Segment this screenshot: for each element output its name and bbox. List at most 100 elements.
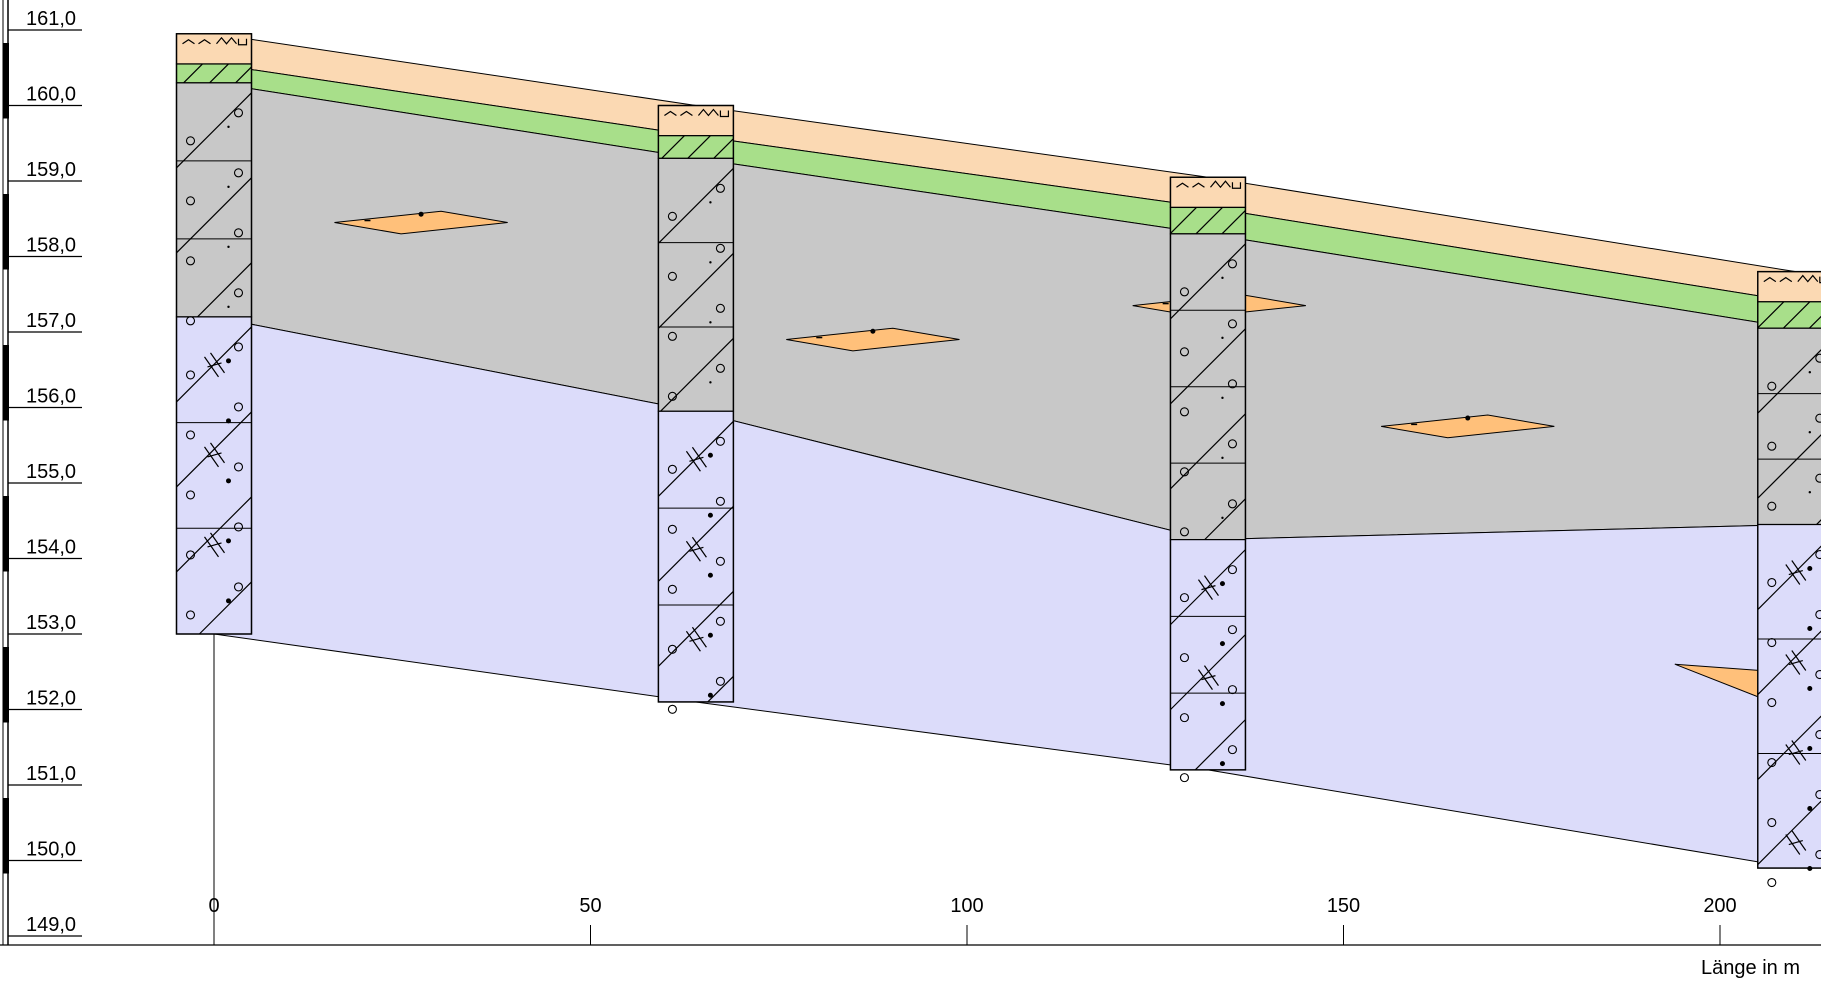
grain-dot xyxy=(707,692,713,698)
grain-circle xyxy=(233,342,244,352)
ruler-block xyxy=(3,496,9,572)
topsoil-symbol xyxy=(1176,180,1242,189)
length-axis-title: Länge in m xyxy=(1701,957,1800,979)
grain-circle xyxy=(1179,713,1190,723)
grain-circle xyxy=(667,644,677,654)
hatch-line xyxy=(1757,800,1821,865)
grain-circle xyxy=(1179,287,1190,297)
grain-dot xyxy=(227,125,230,129)
grain-circle xyxy=(233,168,244,178)
topsoil-symbol xyxy=(182,36,248,46)
grain-circle xyxy=(1767,501,1777,511)
rock-symbol xyxy=(685,536,707,562)
hatch-line xyxy=(1170,413,1246,490)
grain-circle xyxy=(185,490,196,500)
ruler-block xyxy=(3,798,9,874)
rock-symbol xyxy=(1785,650,1807,675)
grain-dot xyxy=(1221,336,1224,340)
rock-symbol xyxy=(1785,740,1807,765)
length-axis: 0 50 100 150 200 Länge in m xyxy=(0,634,1821,979)
borehole-segment xyxy=(657,104,735,137)
borehole-column xyxy=(1757,270,1821,888)
hatch-line xyxy=(1170,243,1246,320)
rock-symbol xyxy=(204,442,225,468)
hatch-line xyxy=(1782,301,1811,329)
lens-dot xyxy=(1465,415,1471,421)
hatch-line xyxy=(707,675,734,703)
rock-symbol xyxy=(1785,830,1807,855)
grain-circle xyxy=(1815,353,1821,363)
grain-circle xyxy=(667,524,677,534)
grain-dot xyxy=(709,261,712,264)
grain-circle xyxy=(715,676,725,686)
grain-dot xyxy=(226,478,231,484)
grain-circle xyxy=(233,402,244,412)
grain-circle xyxy=(1227,439,1238,449)
grain-dot xyxy=(1219,641,1225,647)
grain-circle xyxy=(233,108,244,118)
sand-lens xyxy=(786,327,960,352)
elevation-label: 159,0 xyxy=(26,159,76,181)
borehole-segment xyxy=(1169,206,1247,235)
grain-circle xyxy=(715,436,725,446)
topsoil-symbol xyxy=(664,108,730,118)
hatch-line xyxy=(687,135,711,159)
grain-dot xyxy=(709,201,712,204)
elevation-label: 155,0 xyxy=(26,461,76,483)
borehole-column xyxy=(657,104,735,714)
grain-circle xyxy=(233,582,244,592)
grain-circle xyxy=(1767,817,1777,828)
grain-circle xyxy=(715,556,725,566)
hatch-line xyxy=(1170,549,1246,626)
grain-circle xyxy=(233,522,244,532)
hatch-line xyxy=(235,66,252,84)
hatch-line xyxy=(183,63,203,84)
grain-dot xyxy=(1221,276,1224,280)
ruler-block xyxy=(3,345,9,421)
borehole-segment xyxy=(1757,301,1821,329)
hatch-line xyxy=(176,326,252,403)
rock-symbol xyxy=(685,446,707,472)
grain-circle xyxy=(185,430,196,440)
borehole-segment xyxy=(1757,271,1821,303)
hatch-line xyxy=(1757,434,1821,499)
grain-circle xyxy=(233,228,244,238)
borehole-column xyxy=(175,33,253,635)
grain-circle xyxy=(1227,499,1238,509)
grain-dot xyxy=(709,321,712,324)
elevation-axis: 161,0 160,0 159,0 158,0 157,0 156,0 155,… xyxy=(2,0,82,945)
grain-dot xyxy=(1807,566,1813,572)
length-label: 0 xyxy=(208,895,219,917)
hatch-line xyxy=(1757,545,1821,610)
grain-dot xyxy=(1808,431,1812,434)
grain-dot xyxy=(1221,516,1224,520)
borehole-segment xyxy=(175,33,253,65)
grain-dot xyxy=(1807,746,1813,752)
borehole-outline xyxy=(657,104,735,703)
hatch-line xyxy=(657,167,734,244)
grain-dot xyxy=(707,452,713,458)
grain-circle xyxy=(1179,527,1190,537)
borehole-segment xyxy=(657,135,735,159)
grain-dot xyxy=(227,245,230,249)
grain-circle xyxy=(1227,625,1238,635)
rock-symbol xyxy=(1197,575,1219,600)
grain-circle xyxy=(185,136,196,146)
grain-circle xyxy=(1815,473,1821,483)
hatch-line xyxy=(176,92,252,169)
hatch-line xyxy=(657,252,734,329)
rock-symbol xyxy=(1197,665,1219,690)
rock-symbol xyxy=(204,532,225,558)
grain-circle xyxy=(1227,259,1238,269)
length-label: 150 xyxy=(1327,895,1360,917)
grain-circle xyxy=(1767,877,1777,888)
grain-circle xyxy=(1227,685,1238,695)
grain-circle xyxy=(185,256,196,266)
grain-circle xyxy=(1179,653,1190,663)
grain-circle xyxy=(667,704,677,714)
hatch-line xyxy=(1204,498,1246,541)
borehole-segment xyxy=(1757,523,1821,869)
borehole-segment xyxy=(657,157,735,412)
rock-symbol xyxy=(685,626,707,652)
